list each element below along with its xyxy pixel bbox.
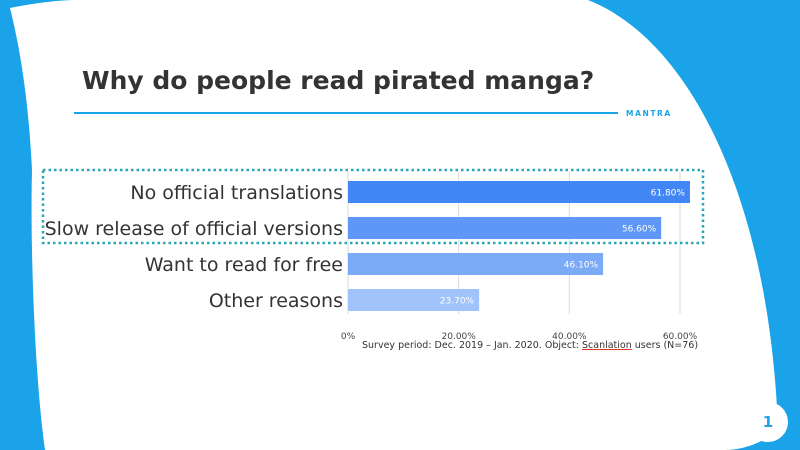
page-title: Why do people read pirated manga?: [82, 66, 595, 95]
x-tick-label: 40.00%: [552, 332, 587, 342]
bar: [348, 217, 662, 239]
brand-logo-text: MANTRA: [626, 109, 672, 118]
data-label: 46.10%: [564, 261, 599, 271]
highlight-box: [41, 168, 705, 245]
category-label: Want to read for free: [145, 254, 343, 276]
bars: [348, 181, 690, 311]
x-tick-label: 60.00%: [663, 332, 698, 342]
survey-note-suffix: users (N=76): [631, 340, 699, 351]
labels: 0% 20.00% 40.00% 60.00% No official translat…: [45, 182, 698, 342]
category-label: Slow release of official versions: [45, 218, 343, 240]
data-label: 61.80%: [651, 189, 686, 199]
x-tick-label: 20.00%: [442, 332, 477, 342]
page-number-badge: 1: [748, 402, 788, 442]
bar: [348, 181, 690, 203]
survey-note: Survey period: Dec. 2019 – Jan. 2020. Ob…: [362, 340, 698, 351]
data-label: 23.70%: [440, 297, 475, 307]
survey-note-prefix: Survey period: Dec. 2019 – Jan. 2020. Ob…: [362, 340, 582, 351]
category-label: Other reasons: [209, 290, 343, 312]
bar: [348, 253, 604, 275]
x-tick-label: 0%: [341, 332, 356, 342]
title-underline: [74, 112, 618, 114]
category-label: No official translations: [130, 182, 343, 204]
data-label: 56.60%: [622, 225, 657, 235]
survey-note-scanlation: Scanlation: [582, 340, 632, 351]
bar: [348, 289, 480, 311]
